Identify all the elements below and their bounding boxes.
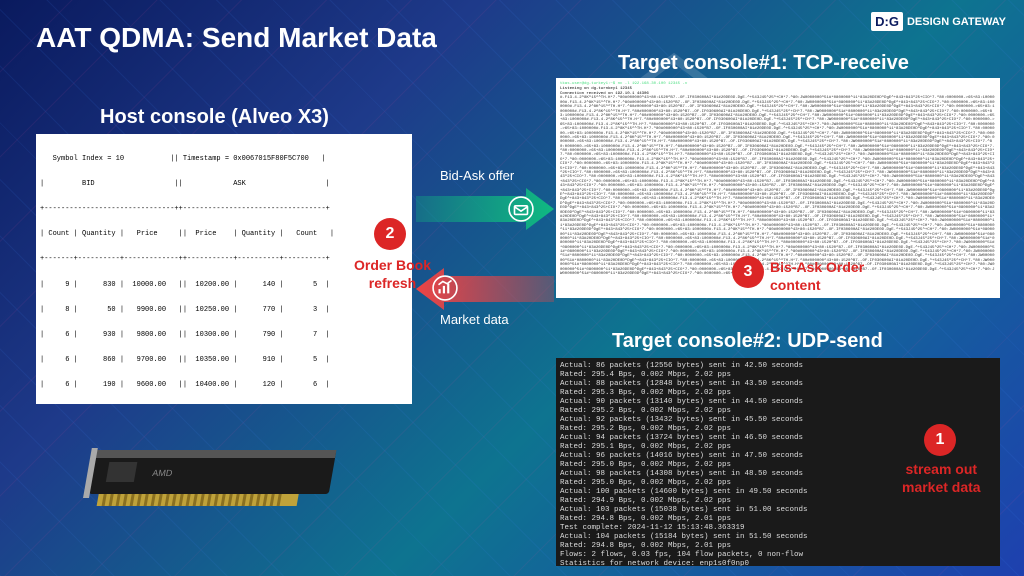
- badge-2: 2: [374, 218, 406, 250]
- callout-orderbook: Order Bookrefresh: [354, 256, 431, 292]
- tcp-data-stream: #.F13.4.2^8K^15^^TH.H*7.^80#000000^43+80…: [560, 96, 996, 276]
- page-title: AAT QDMA: Send Market Data: [36, 22, 437, 54]
- chart-icon: [432, 275, 458, 301]
- ob-row: | 6 | 860 | 9700.00 || 10350.00 | 910 | …: [40, 356, 408, 364]
- host-console-label: Host console (Alveo X3): [100, 106, 329, 129]
- ob-bidask: | BID || ASK |: [40, 180, 408, 188]
- callout-bisask: Bis-Ask Ordercontent: [770, 258, 864, 294]
- ob-cols: | Count | Quantity | Price || Price | Qu…: [40, 230, 408, 238]
- badge-1: 1: [924, 424, 956, 456]
- orderbook-table-1: Symbol Index = 10 || Timestamp = 0x00670…: [40, 138, 408, 404]
- badge-3: 3: [732, 256, 764, 288]
- logo-prefix: D:G: [871, 12, 903, 31]
- target2-console-label: Target console#2: UDP-send: [612, 330, 883, 353]
- ob-row: | 6 | 930 | 9800.00 || 10300.00 | 790 | …: [40, 331, 408, 339]
- ob-row: | 6 | 190 | 9600.00 || 10400.00 | 120 | …: [40, 381, 408, 389]
- svg-text:AMD: AMD: [152, 468, 174, 478]
- market-data-label: Market data: [440, 312, 509, 327]
- ob-row: | 8 | 50 | 9900.00 || 10250.00 | 770 | 3…: [40, 306, 408, 314]
- mail-icon: [508, 196, 534, 222]
- ob-header: Symbol Index = 10 || Timestamp = 0x00670…: [40, 155, 408, 163]
- target1-console-label: Target console#1: TCP-receive: [618, 52, 909, 75]
- logo-text: DESIGN GATEWAY: [907, 16, 1006, 28]
- logo: D:G DESIGN GATEWAY: [871, 12, 1006, 31]
- callout-stream: stream outmarket data: [902, 460, 981, 496]
- ob-row: | 9 | 830 | 10000.00 || 10200.00 | 140 |…: [40, 281, 408, 289]
- bid-ask-offer-label: Bid-Ask offer: [440, 168, 514, 183]
- alveo-x3-card: AMD: [70, 430, 370, 525]
